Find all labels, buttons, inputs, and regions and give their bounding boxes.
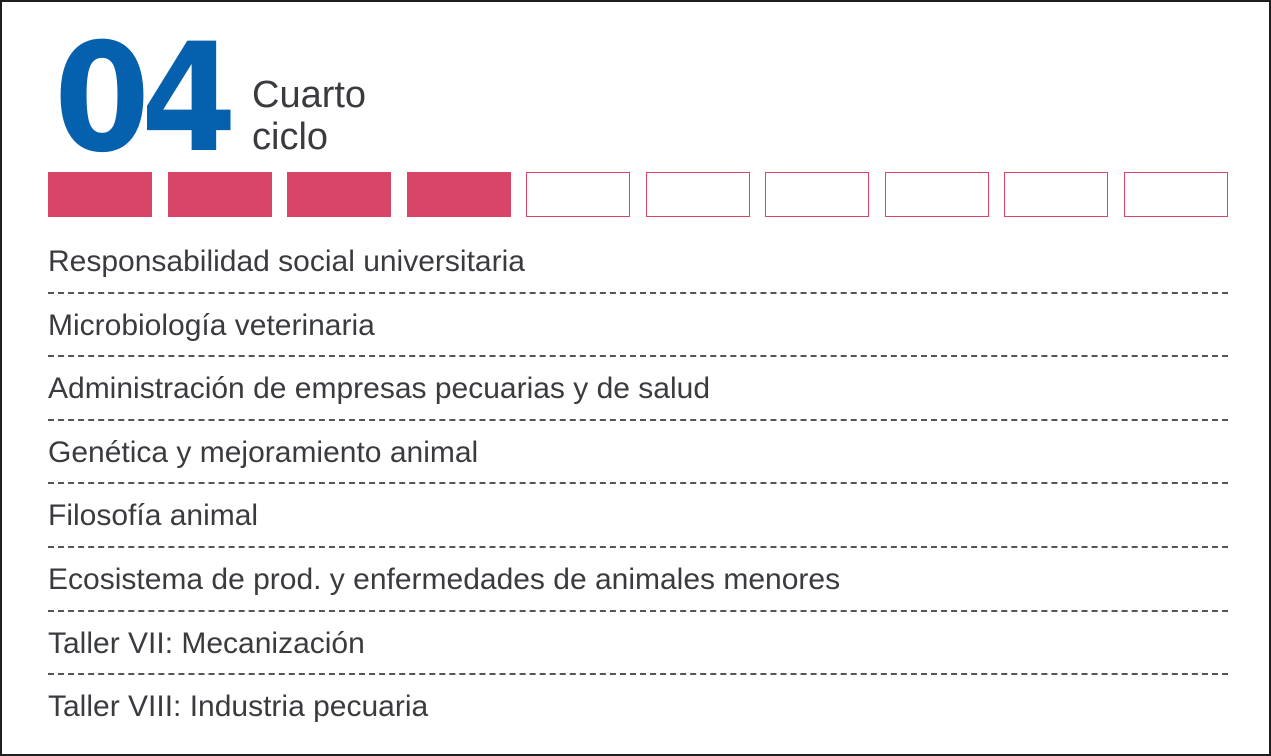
progress-segment — [287, 172, 391, 217]
progress-segment — [167, 172, 272, 217]
progress-segment — [645, 172, 750, 217]
cycle-label-line2: ciclo — [252, 116, 329, 158]
progress-segment — [1004, 172, 1108, 217]
cycle-label: Cuarto ciclo — [252, 74, 366, 158]
progress-segment — [765, 172, 869, 217]
course-item: Taller VIII: Industria pecuaria — [48, 690, 429, 724]
cycle-progress-bar — [48, 172, 1228, 217]
course-item: Responsabilidad social universitaria — [48, 230, 1228, 294]
course-item: Ecosistema de prod. y enfermedades de an… — [48, 548, 1228, 612]
course-item: Genética y mejoramiento animal — [48, 421, 1228, 485]
progress-segment — [48, 172, 152, 217]
course-item: Taller VII: Mecanización — [48, 612, 1228, 676]
course-item: Administración de empresas pecuarias y d… — [48, 357, 1228, 421]
course-item: Microbiología veterinaria — [48, 294, 1228, 358]
progress-segment — [1123, 172, 1228, 217]
course-list: Responsabilidad social universitaria Mic… — [48, 230, 1228, 739]
progress-segment — [406, 172, 511, 217]
progress-segment — [884, 172, 989, 217]
progress-segment — [526, 172, 630, 217]
cycle-number: 04 — [54, 12, 237, 186]
course-item: Filosofía animal — [48, 484, 1228, 548]
cycle-label-line1: Cuarto — [252, 74, 367, 116]
